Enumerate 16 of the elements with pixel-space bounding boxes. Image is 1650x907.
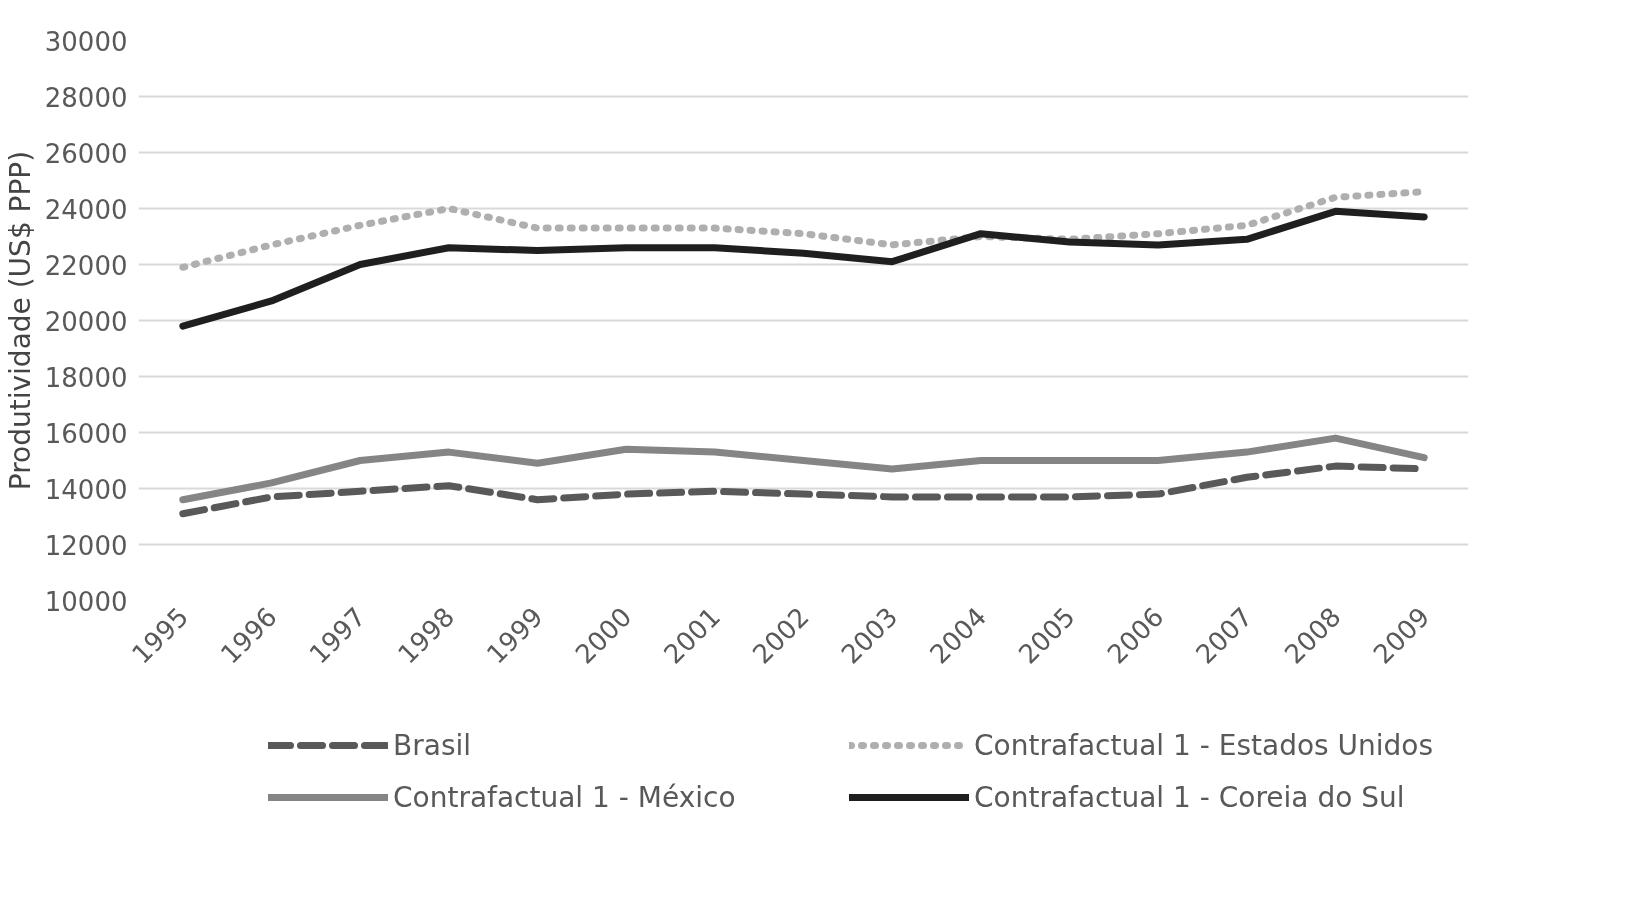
legend-label: Contrafactual 1 - México (393, 779, 737, 815)
y-tick-label: 22000 (44, 250, 128, 281)
y-tick-label: 10000 (44, 586, 128, 617)
y-tick-label: 20000 (44, 306, 128, 337)
legend-label: Contrafactual 1 - Estados Unidos (974, 727, 1434, 763)
y-tick-label: 12000 (44, 530, 128, 561)
y-tick-label: 30000 (44, 26, 128, 57)
legend-label: Contrafactual 1 - Coreia do Sul (974, 779, 1406, 815)
y-tick-label: 26000 (44, 138, 128, 169)
y-tick-label: 28000 (44, 82, 128, 113)
y-tick-label: 16000 (44, 418, 128, 449)
legend-label: Brasil (393, 727, 473, 763)
y-axis-title: Produtividade (US$ PPP) (3, 150, 37, 491)
y-tick-label: 24000 (44, 194, 128, 225)
y-tick-label: 18000 (44, 362, 128, 393)
y-tick-label: 14000 (44, 474, 128, 505)
